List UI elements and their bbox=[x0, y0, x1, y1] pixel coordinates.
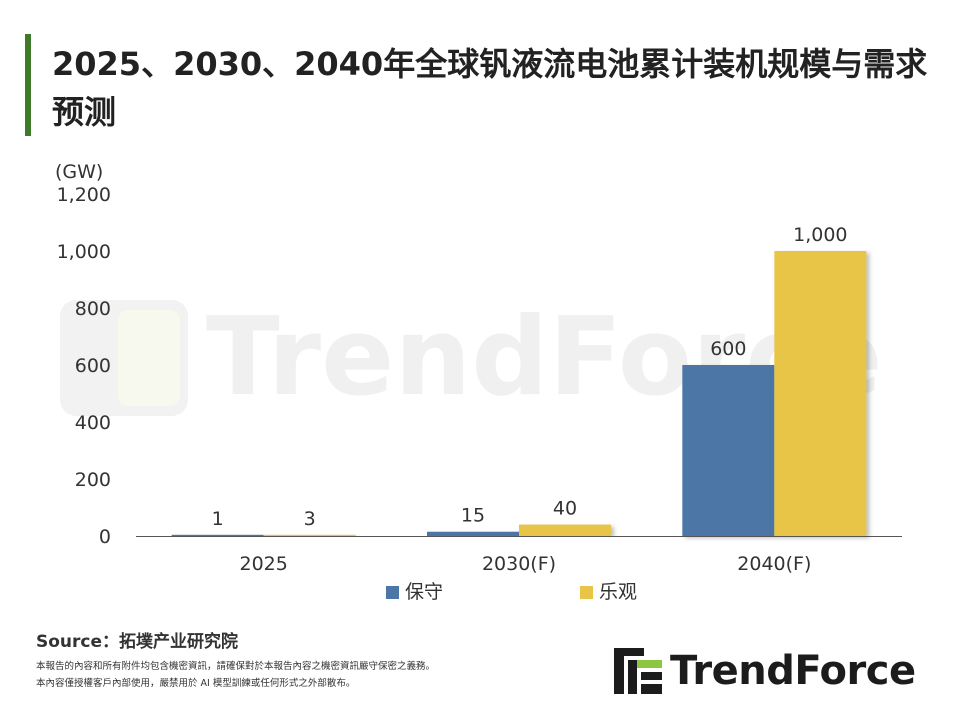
legend-item-conservative: 保守 bbox=[386, 577, 443, 604]
data-label-optimistic-0: 3 bbox=[304, 508, 316, 530]
y-axis: (GW) 0 200 400 600 800 1,000 1,200 bbox=[55, 161, 111, 548]
y-tick-label: 800 bbox=[75, 298, 111, 320]
disclaimer-line-2: 本內容僅授權客戶內部使用，嚴禁用於 AI 模型訓練或任何形式之外部散布。 bbox=[36, 678, 356, 689]
legend-swatch-optimistic bbox=[580, 586, 593, 599]
bar-optimistic-1 bbox=[519, 524, 611, 536]
data-label-conservative-0: 1 bbox=[212, 508, 224, 530]
x-axis: 2025 2030(F) 2040(F) bbox=[136, 536, 902, 575]
trendforce-logo: TrendForce bbox=[614, 646, 934, 696]
data-label-optimistic-2: 1,000 bbox=[793, 224, 847, 246]
title-accent-bar bbox=[25, 34, 31, 136]
legend-item-optimistic: 乐观 bbox=[580, 577, 637, 604]
y-tick-label: 0 bbox=[99, 526, 111, 548]
data-label-optimistic-1: 40 bbox=[553, 498, 577, 520]
bar-optimistic-2 bbox=[774, 251, 867, 536]
y-tick-label: 1,000 bbox=[57, 241, 111, 263]
data-label-conservative-2: 600 bbox=[710, 338, 746, 360]
disclaimer-line-1: 本報告的內容和所有附件均包含機密資訊，請確保對於本報告內容之機密資訊嚴守保密之義… bbox=[36, 661, 436, 672]
legend-swatch-conservative bbox=[386, 586, 399, 599]
trendforce-logo-icon bbox=[614, 648, 662, 694]
source-note: Source：拓墣产业研究院 bbox=[36, 632, 239, 652]
bar-series-group: 1 3 15 40 600 1,000 bbox=[171, 224, 867, 536]
legend-label-optimistic: 乐观 bbox=[599, 581, 638, 603]
bar-optimistic-0 bbox=[263, 534, 356, 536]
y-axis-unit-label: (GW) bbox=[55, 161, 103, 183]
bar-conservative-1 bbox=[427, 531, 519, 536]
x-tick-label: 2030(F) bbox=[482, 553, 556, 575]
trendforce-logo-text: TrendForce bbox=[670, 648, 916, 694]
x-tick-label: 2025 bbox=[239, 553, 287, 575]
y-tick-label: 400 bbox=[75, 412, 111, 434]
y-tick-label: 600 bbox=[75, 355, 111, 377]
legend-label-conservative: 保守 bbox=[405, 581, 444, 603]
x-tick-label: 2040(F) bbox=[737, 553, 811, 575]
bar-conservative-2 bbox=[682, 365, 775, 536]
y-tick-label: 200 bbox=[75, 469, 111, 491]
y-tick-label: 1,200 bbox=[57, 184, 111, 206]
data-label-conservative-1: 15 bbox=[461, 505, 485, 527]
page-title: 2025、2030、2040年全球钒液流电池累计装机规模与需求预测 bbox=[52, 45, 928, 131]
bar-conservative-0 bbox=[171, 534, 264, 536]
